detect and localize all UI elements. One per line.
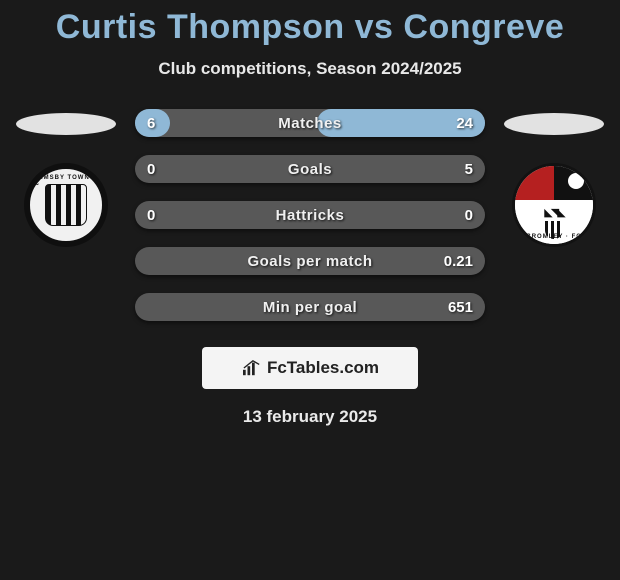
stat-row: 6 Matches 24 xyxy=(135,109,485,137)
main-row: GRIMSBY TOWN FC 6 Matches 24 0 Goals 5 0 Hattri… xyxy=(0,109,620,321)
team-crest-left: GRIMSBY TOWN FC xyxy=(24,163,108,247)
crest-left-stripes xyxy=(45,184,87,226)
stat-row: Min per goal 651 xyxy=(135,293,485,321)
comparison-infographic: Curtis Thompson vs Congreve Club competi… xyxy=(0,0,620,580)
brand-text: FcTables.com xyxy=(267,358,379,378)
stat-row: 0 Goals 5 xyxy=(135,155,485,183)
stat-value-right: 0.21 xyxy=(444,253,473,270)
left-team-column: GRIMSBY TOWN FC xyxy=(11,109,121,247)
stats-list: 6 Matches 24 0 Goals 5 0 Hattricks 0 Goals per ma… xyxy=(135,109,485,321)
halo-right xyxy=(504,113,604,135)
stat-value-right: 5 xyxy=(465,161,473,178)
stat-label: Min per goal xyxy=(263,299,357,316)
stat-value-right: 651 xyxy=(448,299,473,316)
halo-left xyxy=(16,113,116,135)
stat-value-right: 0 xyxy=(465,207,473,224)
crest-right-text: BROMLEY · FC xyxy=(523,234,585,240)
crest-right-sun-icon xyxy=(569,174,583,188)
stat-value-left: 0 xyxy=(147,207,155,224)
stat-label: Hattricks xyxy=(276,207,345,224)
crest-right-red xyxy=(515,166,554,200)
stat-value-right: 24 xyxy=(456,115,473,132)
fctables-logo-icon xyxy=(241,359,263,377)
right-team-column: ◣◥◣ BROMLEY · FC xyxy=(499,109,609,247)
stat-label: Goals xyxy=(288,161,332,178)
stat-value-left: 6 xyxy=(147,115,155,132)
page-title: Curtis Thompson vs Congreve xyxy=(0,0,620,47)
team-crest-right: ◣◥◣ BROMLEY · FC xyxy=(512,163,596,247)
brand-box: FcTables.com xyxy=(202,347,418,389)
subtitle: Club competitions, Season 2024/2025 xyxy=(0,59,620,79)
stat-row: Goals per match 0.21 xyxy=(135,247,485,275)
stat-row: 0 Hattricks 0 xyxy=(135,201,485,229)
crest-right-birds-icon: ◣◥◣ xyxy=(544,206,563,219)
date-text: 13 february 2025 xyxy=(0,407,620,427)
stat-value-left: 0 xyxy=(147,161,155,178)
stat-label: Matches xyxy=(278,115,342,132)
crest-left-text: GRIMSBY TOWN FC xyxy=(30,175,102,187)
stat-label: Goals per match xyxy=(247,253,372,270)
